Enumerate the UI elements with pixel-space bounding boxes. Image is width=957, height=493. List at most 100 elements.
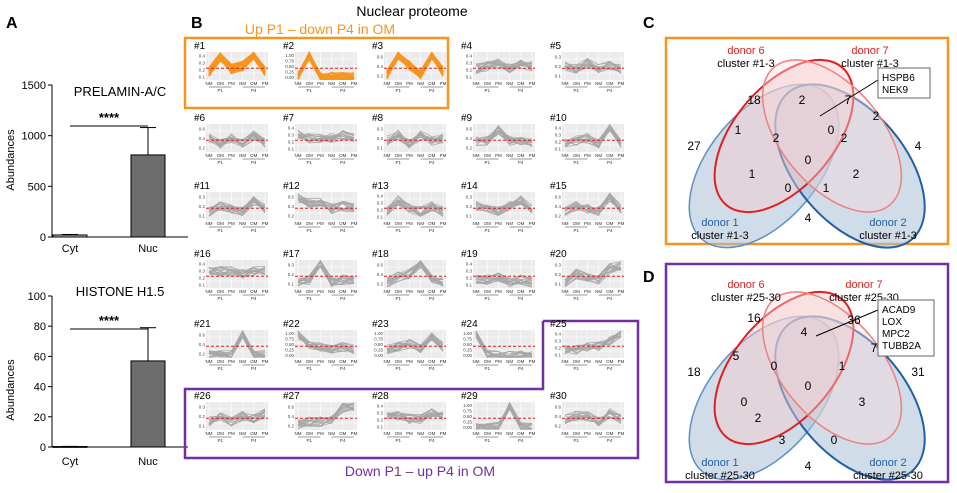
cluster-y-tick: 0.6 (555, 195, 562, 200)
cluster-x-tick: OM (428, 431, 436, 436)
cluster-y-tick: 0.2 (555, 346, 562, 351)
cluster-x-tick: PM (228, 221, 235, 226)
cluster-x-tick: NM (295, 153, 302, 158)
venn-d-count: 4 (805, 459, 812, 473)
cluster-x-tick: NM (206, 81, 213, 86)
venn-d-callout-gene-3: MPC2 (882, 329, 910, 340)
cluster-label: #25 (550, 319, 567, 330)
cluster-x-tick: PM (317, 289, 324, 294)
cluster-y-tick: 0.3 (466, 61, 473, 66)
cluster-label: #22 (283, 319, 300, 330)
cluster-series-line (564, 200, 622, 213)
cluster-y-tick: 0.3 (555, 55, 562, 60)
cluster-x-tick: OM (573, 153, 581, 158)
venn-d-count: 3 (859, 395, 866, 409)
panel-label-c: C (643, 15, 655, 32)
cluster-x-tick: OM (484, 221, 492, 226)
cluster-y-tick: 0.00 (285, 353, 294, 358)
cluster-label: #21 (194, 319, 211, 330)
cluster-label: #10 (550, 113, 567, 124)
cluster-x-tick: OM (395, 289, 403, 294)
venn-d-count: 4 (801, 325, 808, 339)
venn-d-count: 18 (687, 365, 701, 379)
cluster-label: #7 (283, 113, 295, 124)
cluster-series-line (564, 261, 622, 285)
venn-c: donor 6 cluster #1-3 donor 7 cluster #1-… (687, 45, 931, 249)
cluster-series-line (564, 60, 622, 74)
cluster-series-line (475, 277, 533, 288)
cluster-x-tick: OM (217, 431, 225, 436)
cluster-x-tick: NM (595, 221, 602, 226)
y-axis-label-histone: Abundances (5, 359, 17, 421)
venn-c-count: 1 (749, 167, 756, 181)
cluster-x-tick: NM (417, 359, 424, 364)
group-label-p1: P1 (395, 228, 401, 233)
cluster-y-tick: 0.75 (374, 336, 383, 341)
cluster-y-tick: 0.25 (374, 348, 383, 353)
cluster-label: #9 (461, 113, 473, 124)
cluster-x-tick: OM (217, 289, 225, 294)
cluster-x-tick: PM (228, 359, 235, 364)
cluster-series-line (386, 204, 444, 211)
cluster-y-tick: 0.25 (285, 70, 294, 75)
cluster-x-tick: OM (217, 359, 225, 364)
cluster-y-tick: 0.6 (199, 333, 206, 338)
venn-c-set-name-donor-2: donor 2 (869, 217, 906, 229)
cluster-series-line (564, 336, 622, 351)
cluster-x-tick: NM (562, 289, 569, 294)
cluster-x-tick: OM (395, 359, 403, 364)
venn-c-count: 2 (853, 167, 860, 181)
cluster-x-tick: NM (239, 153, 246, 158)
cluster-series-line (564, 265, 622, 280)
cluster-series-line (386, 262, 444, 286)
cluster-y-tick: 0.75 (463, 336, 472, 341)
cluster-x-tick: OM (306, 153, 314, 158)
cluster-y-tick: 0.2 (377, 73, 384, 78)
cluster-y-tick: 0.2 (377, 281, 384, 286)
group-label-p4: P4 (607, 438, 613, 443)
cluster-y-tick: 0.1 (466, 283, 473, 288)
cluster-y-tick: 0.4 (555, 414, 562, 419)
cluster-series-line (208, 204, 266, 216)
cluster-x-tick: NM (473, 81, 480, 86)
group-label-p1: P1 (217, 160, 223, 165)
group-label-p4: P4 (251, 160, 257, 165)
cluster-x-tick: PM (440, 289, 447, 294)
cluster-x-tick: OM (339, 221, 347, 226)
cluster-y-tick: 0.75 (285, 58, 294, 63)
venn-d-set-cluster-donor-6: cluster #25-30 (711, 292, 781, 304)
cluster-x-tick: NM (206, 221, 213, 226)
cluster-y-tick: 1.00 (285, 53, 294, 58)
cluster-x-tick: OM (428, 359, 436, 364)
group-label-p1: P1 (573, 88, 579, 93)
cluster-label: #5 (550, 41, 562, 52)
cluster-y-tick: 0.1 (555, 281, 562, 286)
venn-c-ellipse-donor-7 (761, 59, 903, 213)
cluster-x-tick: PM (584, 359, 591, 364)
cluster-series-line (208, 335, 266, 358)
bottom-group-label: Down P1 – up P4 in OM (345, 463, 495, 479)
cluster-series-line (297, 51, 355, 80)
cluster-x-tick: OM (517, 153, 525, 158)
cluster-x-tick: NM (562, 81, 569, 86)
cluster-y-tick: 0.1 (466, 75, 473, 80)
cluster-x-tick: OM (606, 81, 614, 86)
group-label-p4: P4 (518, 160, 524, 165)
group-label-p4: P4 (429, 228, 435, 233)
cluster-x-tick: PM (351, 221, 358, 226)
significance-stars-histone: **** (99, 313, 120, 328)
cluster-series-line (208, 329, 266, 358)
cluster-y-tick: 0.3 (555, 263, 562, 268)
cluster-series-line (386, 200, 444, 213)
group-label-p1: P1 (217, 438, 223, 443)
cluster-label: #28 (372, 391, 389, 402)
cluster-y-tick: 0.6 (466, 127, 473, 132)
group-label-p1: P1 (573, 296, 579, 301)
